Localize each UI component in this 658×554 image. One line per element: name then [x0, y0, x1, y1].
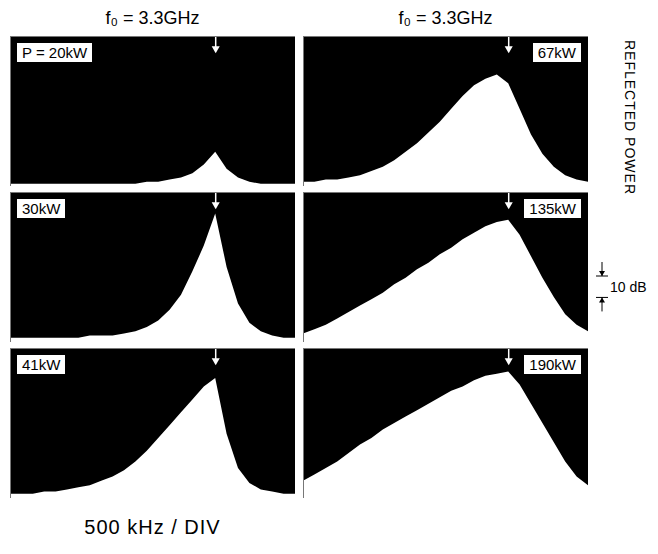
html-text:67kW: 67kW: [537, 44, 576, 61]
html-text:41kW: 41kW: [22, 356, 61, 373]
html-text:190kW: 190kW: [529, 356, 576, 373]
svg-text:10 dB: 10 dB: [610, 279, 647, 295]
html-text:500 kHz / DIV: 500 kHz / DIV: [84, 516, 221, 538]
html-text:135kW: 135kW: [529, 200, 576, 217]
html-text:REFLECTED POWER: REFLECTED POWER: [622, 40, 638, 195]
html-text:f₀ = 3.3GHz: f₀ = 3.3GHz: [398, 8, 493, 28]
html-text:f₀ = 3.3GHz: f₀ = 3.3GHz: [105, 8, 200, 28]
html-text:P = 20kW: P = 20kW: [22, 44, 88, 61]
html-text:30kW: 30kW: [22, 200, 61, 217]
